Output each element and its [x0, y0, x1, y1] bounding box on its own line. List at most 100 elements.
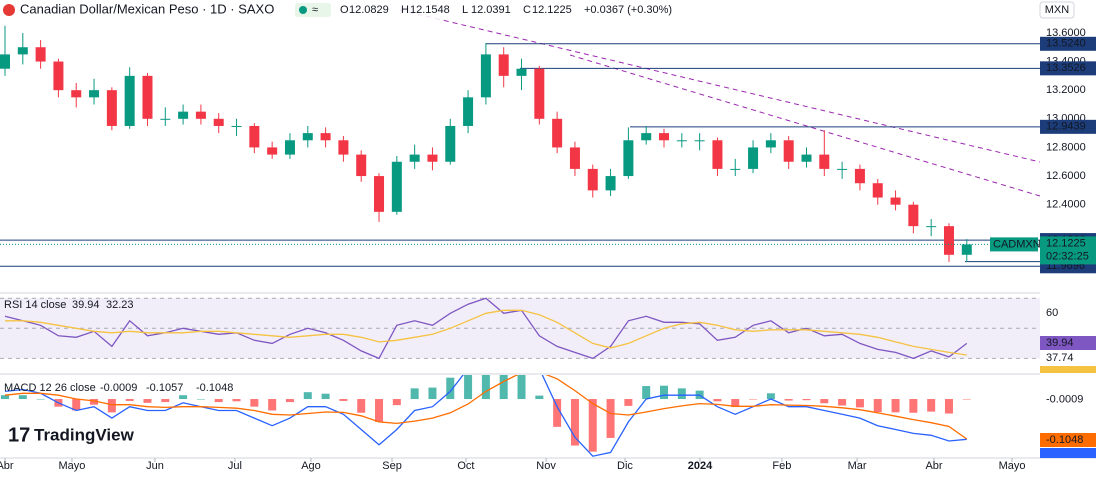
header: Canadian Dollar/Mexican Peso · 1D · SAXO… — [0, 0, 1075, 20]
histogram-bar — [410, 388, 419, 400]
price-label-box — [1040, 119, 1096, 134]
y-tick-label: 12.4000 — [1046, 199, 1086, 211]
currency-box[interactable] — [1039, 1, 1075, 19]
x-tick-label: Jul — [228, 460, 242, 472]
logo-mark: 17 — [8, 424, 30, 446]
indicator-line — [4, 375, 968, 440]
candle-body — [391, 161, 402, 212]
histogram-bar — [517, 375, 526, 400]
x-tick-label: Abr — [925, 460, 942, 472]
x-tick-label: Ago — [301, 460, 321, 472]
x-tick-label: Dic — [617, 460, 633, 472]
candle-body — [124, 75, 135, 126]
candle-body — [213, 118, 224, 126]
candle-body — [302, 133, 313, 141]
candle-body — [142, 75, 153, 119]
candle-body — [409, 154, 420, 162]
ohlc-label: L — [462, 4, 468, 16]
histogram-bar — [446, 377, 455, 400]
macd-pane — [0, 375, 971, 457]
ohlc-value: 12.1225 — [532, 4, 572, 16]
indicator-line — [4, 375, 967, 457]
histogram-bar — [18, 395, 27, 400]
histogram-bar — [927, 399, 936, 412]
histogram-bar — [339, 399, 348, 401]
x-tick-label: Mayo — [999, 460, 1026, 472]
rsi-label-box — [1040, 336, 1096, 350]
currency[interactable]: MXN — [1045, 4, 1070, 16]
candle-body — [872, 183, 883, 198]
x-tick-label: Mayo — [59, 460, 86, 472]
candle-body — [71, 90, 82, 98]
histogram-bar — [891, 399, 900, 413]
candle-body — [106, 90, 117, 126]
change: +0.0367 (+0.30%) — [584, 4, 672, 16]
histogram-bar — [606, 399, 615, 438]
histogram-bar — [553, 399, 562, 427]
histogram-bar — [428, 387, 437, 400]
candle-body — [659, 133, 670, 141]
histogram-bar — [321, 393, 330, 400]
candle-body — [498, 54, 509, 76]
candle-body — [676, 140, 687, 142]
histogram-bar — [820, 399, 829, 404]
candle-body — [569, 147, 580, 169]
candle-body — [356, 154, 367, 177]
rsi-legend-value: 32.23 — [106, 299, 134, 311]
symbol-title: Canadian Dollar/Mexican Peso · 1D · SAXO — [20, 1, 274, 16]
candle-body — [534, 68, 545, 119]
candle-body — [374, 176, 385, 212]
histogram-bar — [375, 399, 384, 422]
x-tick-label: 2024 — [688, 460, 713, 472]
price-label: 12.9439 — [1046, 121, 1086, 133]
rsi-pane — [0, 297, 1040, 360]
macd-legend-value: -0.1048 — [196, 382, 233, 394]
candle-body — [195, 111, 206, 119]
candle-body — [427, 154, 438, 162]
histogram-bar — [161, 399, 170, 403]
histogram-bar — [143, 399, 152, 403]
price-axis: 13.600013.400013.200013.000012.800012.60… — [1040, 0, 1096, 458]
trend-line — [399, 9, 1040, 163]
candle-body — [748, 147, 759, 169]
countdown: 02:32:25 — [1046, 250, 1089, 262]
histogram-bar — [196, 399, 205, 400]
last-price-label: 12.1225 — [1046, 237, 1086, 249]
price-label: 13.3526 — [1046, 62, 1086, 74]
histogram-bar — [179, 395, 188, 400]
histogram-bar — [570, 399, 579, 446]
histogram-bar — [357, 399, 366, 413]
histogram-bar — [303, 392, 312, 400]
rsi-legend-value: 39.94 — [72, 299, 100, 311]
ohlc-label: H — [401, 4, 409, 16]
histogram-bar — [873, 399, 882, 412]
histogram-bar — [72, 399, 81, 411]
signal-axis-value: -0.1048 — [1046, 434, 1083, 446]
y-tick-label: 12.8000 — [1046, 141, 1086, 153]
macd-box — [1040, 448, 1096, 458]
candle-body — [284, 140, 295, 155]
candle-body — [160, 118, 171, 120]
axis-bg — [1040, 0, 1096, 458]
status-icon: ≈ — [312, 4, 318, 16]
price-label-box — [1040, 36, 1096, 51]
histogram-bar — [677, 388, 686, 400]
x-tick-label: Sep — [382, 460, 402, 472]
candle-body — [516, 68, 527, 76]
watermark-text: TradingView — [34, 425, 135, 444]
ohlc-label: O — [340, 4, 349, 16]
candle-body — [267, 147, 278, 155]
symbol-tag: CADMXN — [993, 238, 1041, 250]
price-label-box — [1040, 61, 1096, 76]
histogram-bar — [481, 375, 490, 400]
macd-title: MACD 12 26 close — [4, 382, 96, 394]
rsi-title: RSI 14 close — [4, 299, 66, 311]
candle-body — [694, 140, 705, 142]
histogram-bar — [499, 375, 508, 400]
candle-body — [908, 204, 919, 227]
histogram-bar — [464, 375, 473, 400]
candle-body — [552, 118, 563, 148]
last-price-box — [1040, 236, 1096, 265]
candle-body — [854, 168, 865, 184]
